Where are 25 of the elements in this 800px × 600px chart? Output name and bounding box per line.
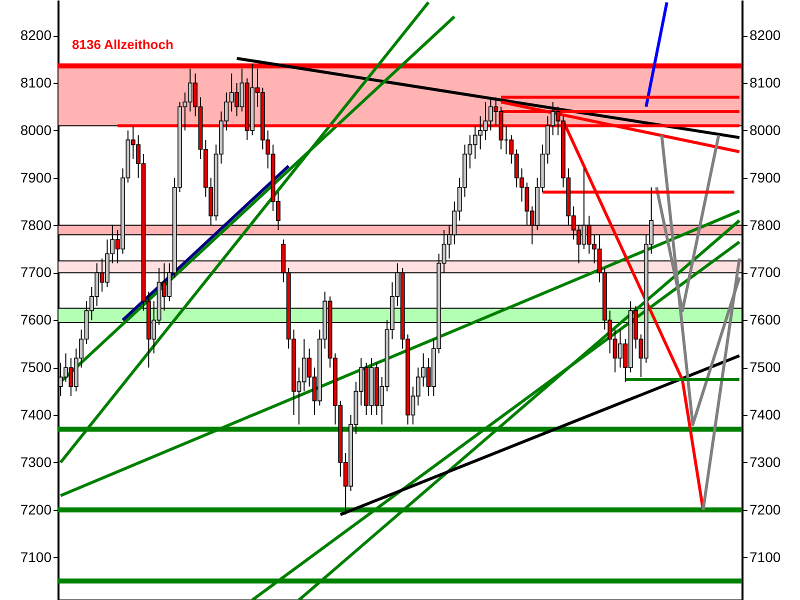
y-tick-label: 7600 — [20, 312, 52, 328]
y-tick-label: 7200 — [20, 501, 52, 518]
y-tick-label: 8100 — [20, 74, 52, 91]
y2-tick-label: 7400 — [750, 406, 781, 423]
y-tick-label: 7700 — [20, 264, 52, 280]
y-tick-label: 8200 — [20, 27, 52, 44]
y2-tick-label: 7500 — [750, 359, 781, 376]
annotation: 8136 Allzeithoch — [72, 36, 174, 52]
y2-tick-label: 7800 — [750, 216, 781, 233]
y-tick-label: 7300 — [20, 454, 52, 470]
y2-tick-label: 7900 — [750, 169, 781, 186]
y2-tick-label: 7700 — [750, 264, 781, 280]
y-tick-label: 7800 — [20, 216, 52, 233]
y-tick-label: 7400 — [20, 406, 52, 423]
y-tick-label: 7900 — [20, 169, 52, 186]
y-tick-label: 7100 — [20, 548, 52, 565]
y2-tick-label: 8000 — [750, 122, 781, 138]
y2-tick-label: 7100 — [750, 548, 781, 565]
y-tick-label: 8000 — [20, 122, 52, 138]
y2-tick-label: 7600 — [750, 312, 781, 328]
y2-tick-label: 7300 — [750, 454, 781, 470]
y-tick-label: 7500 — [20, 359, 52, 376]
y2-tick-label: 8100 — [750, 74, 781, 91]
y2-tick-label: 8200 — [750, 27, 781, 44]
y2-tick-label: 7200 — [750, 501, 781, 518]
